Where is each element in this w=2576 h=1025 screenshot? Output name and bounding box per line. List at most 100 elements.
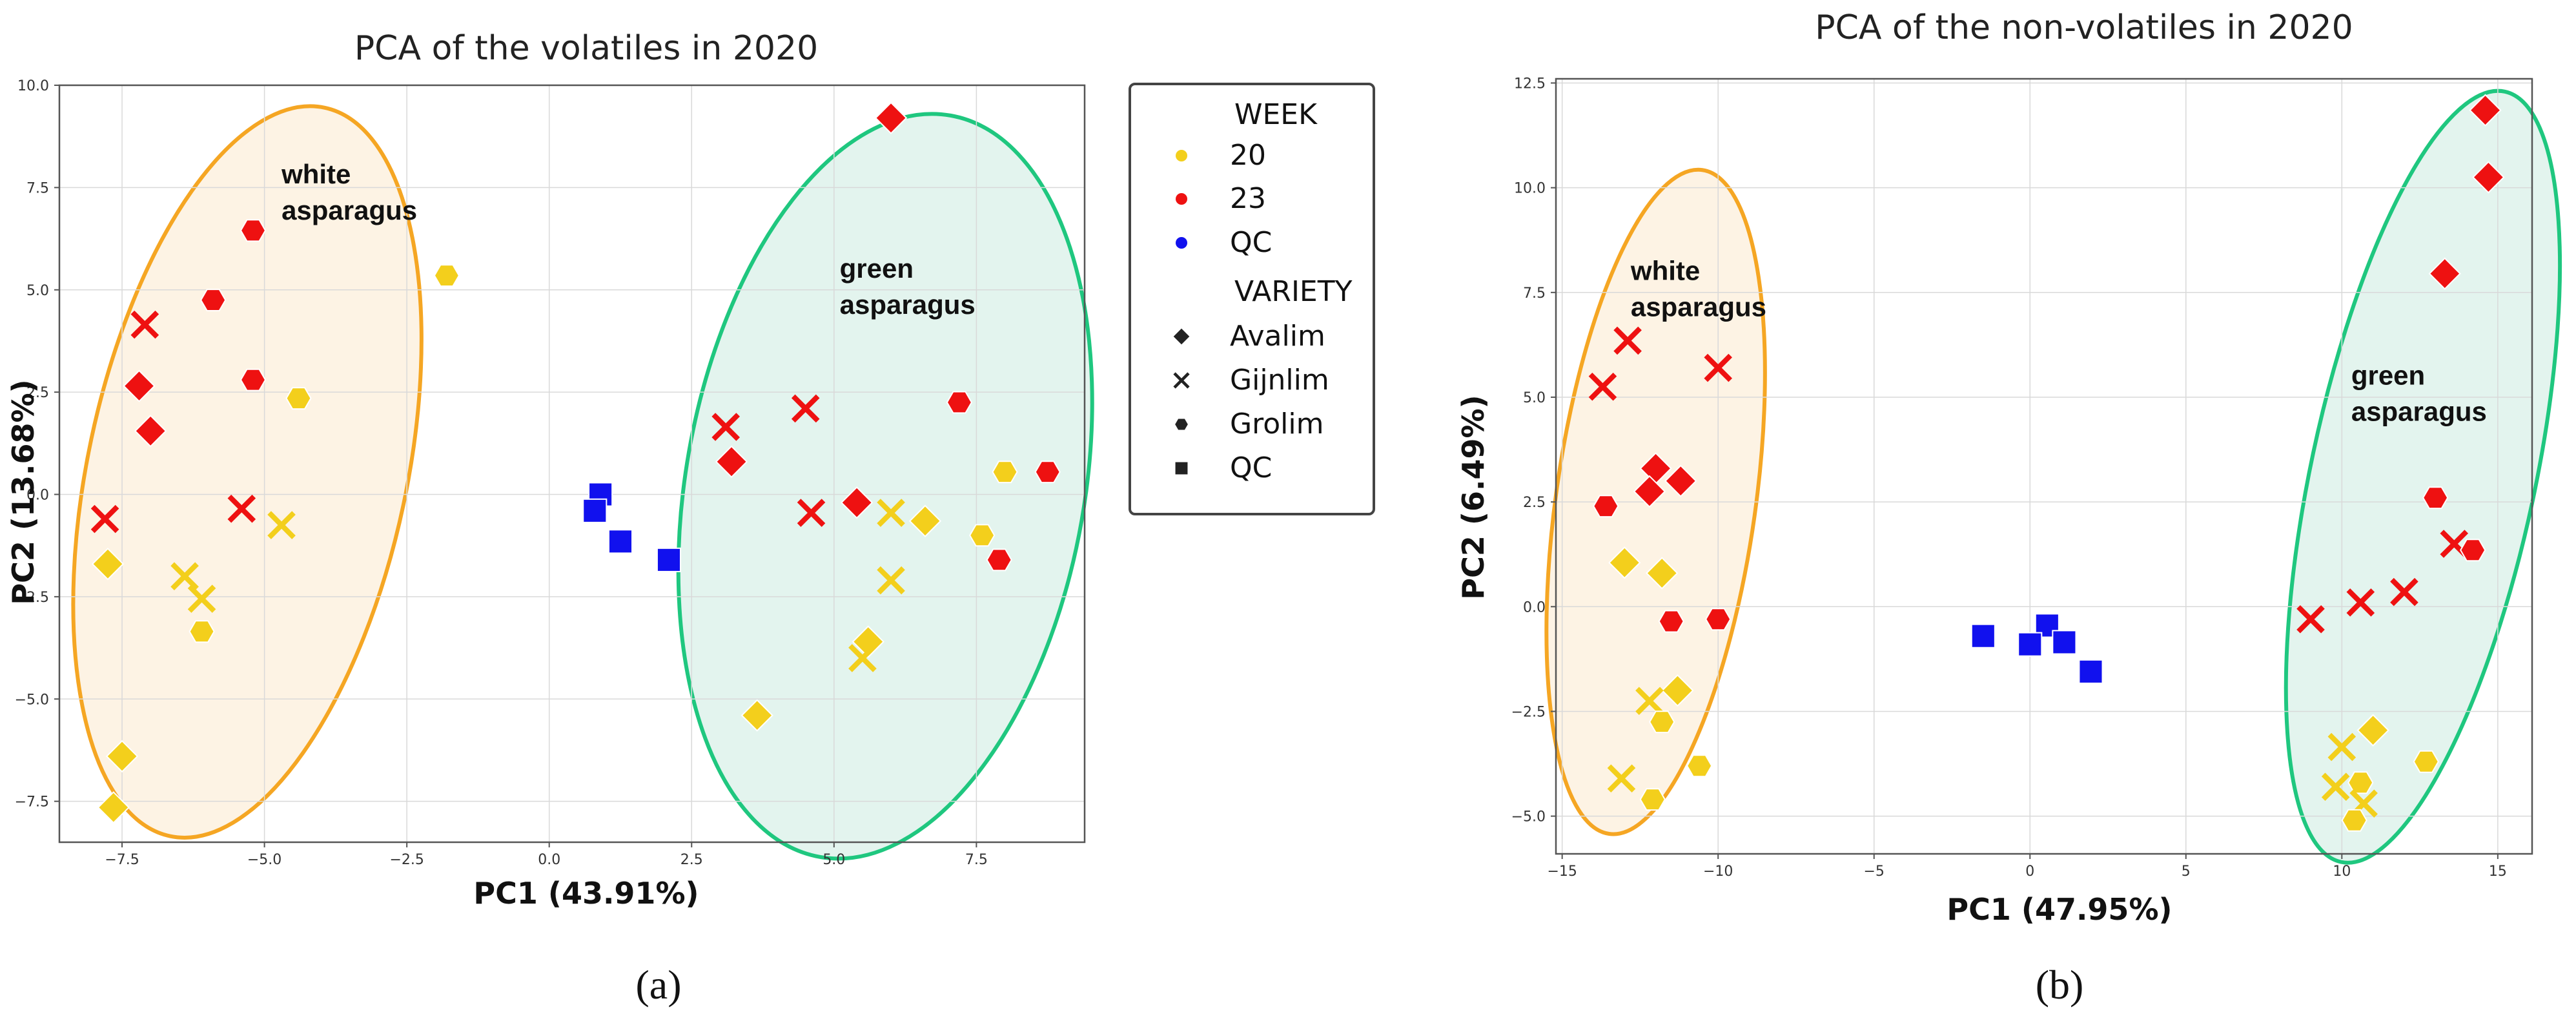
chart-a-point-gijnlim-week-20	[267, 511, 296, 539]
chart-b-ellipse-green	[2284, 88, 2562, 865]
chart-b-point-grolim-week-23	[2422, 486, 2449, 510]
chart-a-point-gijnlim-week-23	[227, 494, 256, 523]
legend-marker-week-qc	[1176, 237, 1187, 249]
chart-a-xtick-label: −5.0	[247, 852, 281, 868]
legend-marker-week-20	[1176, 150, 1187, 161]
chart-b-point-grolim-week-20	[2413, 750, 2439, 773]
chart-b-annotations: white asparagus green asparagus	[1630, 255, 2487, 426]
chart-a-ticks: −7.5 −5.0 −2.5 0.0 2.5 5.0 7.5 −7.5 −5.0 −2.5 0.0 2…	[15, 78, 988, 868]
chart-b-point-avalim-week-20	[1646, 557, 1679, 590]
chart-a-points	[90, 101, 1061, 824]
chart-b-point-avalim-week-20	[2356, 714, 2389, 747]
chart-a-xtick-label: 0.0	[538, 852, 560, 868]
chart-b-point-gijnlim-week-20	[1635, 687, 1664, 716]
legend: WEEK 20 23 QC Avalim Gijnlim Grolim QC VARIETY	[1129, 83, 1375, 515]
legend-label-qc: QC	[1230, 226, 1272, 259]
chart-a-title: PCA of the volatiles in 2020	[354, 29, 818, 68]
chart-a-point-grolim-week-23	[946, 391, 973, 414]
chart-b-ytick-label: 10.0	[1514, 181, 1546, 197]
chart-b-point-avalim-week-20	[1608, 546, 1641, 579]
chart-b-point-avalim-week-23	[1633, 475, 1666, 508]
chart-a-point-avalim-week-20	[105, 740, 139, 773]
legend-label-23: 23	[1230, 182, 1266, 215]
legend-week-title: WEEK	[1234, 98, 1318, 131]
chart-b-point-grolim-week-20	[1649, 710, 1675, 734]
legend-label-avalim: Avalim	[1230, 320, 1325, 353]
legend-box	[1129, 83, 1375, 515]
chart-b-ytick-label: 12.5	[1514, 76, 1546, 92]
chart-b-grid	[1556, 79, 2532, 854]
legend-variety-title: VARIETY	[1234, 275, 1353, 308]
chart-a-xtick-label: 2.5	[680, 852, 703, 868]
chart-a-ytick-label: 2.5	[26, 385, 49, 401]
chart-b-xtick-label: −15	[1547, 864, 1577, 880]
chart-b-point-avalim-week-23	[2428, 257, 2461, 290]
chart-a-ytick-label: 5.0	[26, 283, 49, 299]
chart-b-point-grolim-week-20	[1686, 754, 1713, 778]
legend-marker-week-23	[1176, 193, 1187, 205]
chart-a-annotations: white asparagus green asparagus	[281, 159, 976, 320]
chart-a-point-avalim-week-23	[123, 369, 156, 402]
legend-label-gijnlim: Gijnlim	[1230, 364, 1329, 397]
chart-b-point-gijnlim-week-23	[2296, 605, 2325, 634]
chart-b-ytick-label: −5.0	[1511, 809, 1546, 825]
chart-b-point-qc-week-qc	[1970, 623, 1996, 648]
chart-b-panel-label: (b)	[2036, 962, 2084, 1008]
chart-a-point-qc-week-qc	[608, 529, 633, 554]
chart-a-annotation-white-asparagus: white asparagus	[281, 159, 417, 225]
chart-a-point-avalim-week-23	[715, 445, 748, 478]
chart-a-point-gijnlim-week-20	[877, 566, 905, 595]
chart-b-point-avalim-week-23	[2469, 94, 2502, 127]
legend-marker-square-icon	[1174, 461, 1189, 476]
chart-b-ylabel: PC2 (6.49%)	[1456, 395, 1491, 599]
legend-label-qc: QC	[1230, 451, 1272, 484]
chart-a-ytick-label: 10.0	[17, 78, 49, 94]
chart-a-xtick-label: 7.5	[965, 852, 988, 868]
chart-a-point-gijnlim-week-20	[170, 562, 199, 591]
chart-b-point-qc-week-qc	[2078, 659, 2103, 684]
chart-a-point-grolim-week-20	[285, 387, 312, 410]
legend-entries: 20 23 QC Avalim Gijnlim Grolim QC	[1171, 139, 1329, 484]
chart-a-point-qc-week-qc	[582, 498, 608, 523]
chart-b: −15 −10 −5 0 5 10 15 −5.0 −2.5 0.0 2.5 5.0 7.5 10.0 12…	[1456, 8, 2562, 1008]
chart-a-point-grolim-week-23	[240, 368, 267, 391]
legend-label-grolim: Grolim	[1230, 408, 1324, 440]
chart-a-point-gijnlim-week-23	[797, 499, 826, 527]
chart-a-plot-frame	[58, 84, 1086, 844]
chart-a-point-grolim-week-20	[969, 524, 996, 547]
chart-b-xtick-label: 15	[2489, 864, 2507, 880]
chart-a-point-grolim-week-20	[189, 620, 215, 643]
chart-b-point-qc-week-qc	[2052, 630, 2077, 655]
chart-a-point-avalim-week-20	[741, 699, 773, 732]
chart-b-ytick-label: 5.0	[1523, 390, 1546, 406]
chart-b-xtick-label: −10	[1703, 864, 1733, 880]
chart-a-point-gijnlim-week-23	[130, 310, 159, 339]
chart-a-annotation-green-asparagus: green asparagus	[840, 253, 976, 320]
chart-b-point-grolim-week-23	[1658, 610, 1684, 633]
chart-a-point-avalim-week-23	[134, 415, 167, 448]
chart-a-ellipse-white	[71, 104, 424, 840]
chart-a-ylabel: PC2 (13.68%)	[6, 379, 41, 605]
chart-a-point-gijnlim-week-20	[187, 585, 216, 613]
chart-a-ytick-label: 0.0	[26, 488, 49, 504]
chart-a-point-grolim-week-23	[200, 289, 227, 311]
chart-a-xtick-label: −7.5	[105, 852, 139, 868]
chart-b-ytick-label: 2.5	[1523, 495, 1546, 511]
chart-a-xtick-label: −2.5	[389, 852, 424, 868]
chart-b-xtick-label: 5	[2182, 864, 2191, 880]
chart-b-point-gijnlim-week-23	[1588, 372, 1617, 401]
chart-a-point-gijnlim-week-20	[848, 644, 877, 672]
chart-b-point-grolim-week-23	[1705, 608, 1732, 631]
chart-b-point-gijnlim-week-23	[1613, 326, 1642, 355]
chart-a-panel-label: (a)	[635, 962, 681, 1008]
chart-b-plot-frame	[1555, 78, 2533, 855]
chart-b-ticks: −15 −10 −5 0 5 10 15 −5.0 −2.5 0.0 2.5 5.0 7.5 10.0 12…	[1511, 76, 2507, 880]
chart-a-point-grolim-week-23	[240, 219, 267, 242]
chart-a-xtick-label: 5.0	[823, 852, 845, 868]
chart-b-point-gijnlim-week-20	[1607, 764, 1636, 793]
chart-a-ellipse-green	[676, 112, 1094, 861]
chart-a-ytick-label: −5.0	[15, 692, 49, 708]
chart-b-ytick-label: 0.0	[1523, 599, 1546, 616]
chart-b-point-gijnlim-week-23	[1704, 353, 1732, 382]
